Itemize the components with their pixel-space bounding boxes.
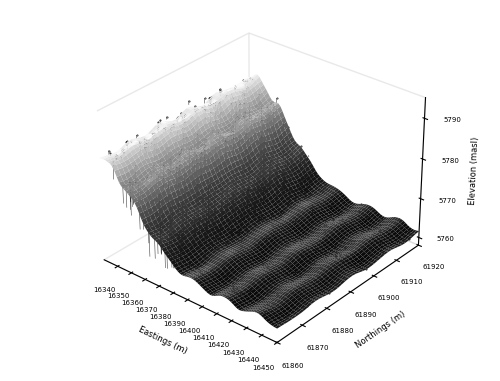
X-axis label: Eastings (m): Eastings (m)	[136, 325, 188, 356]
Y-axis label: Northings (m): Northings (m)	[354, 309, 407, 350]
